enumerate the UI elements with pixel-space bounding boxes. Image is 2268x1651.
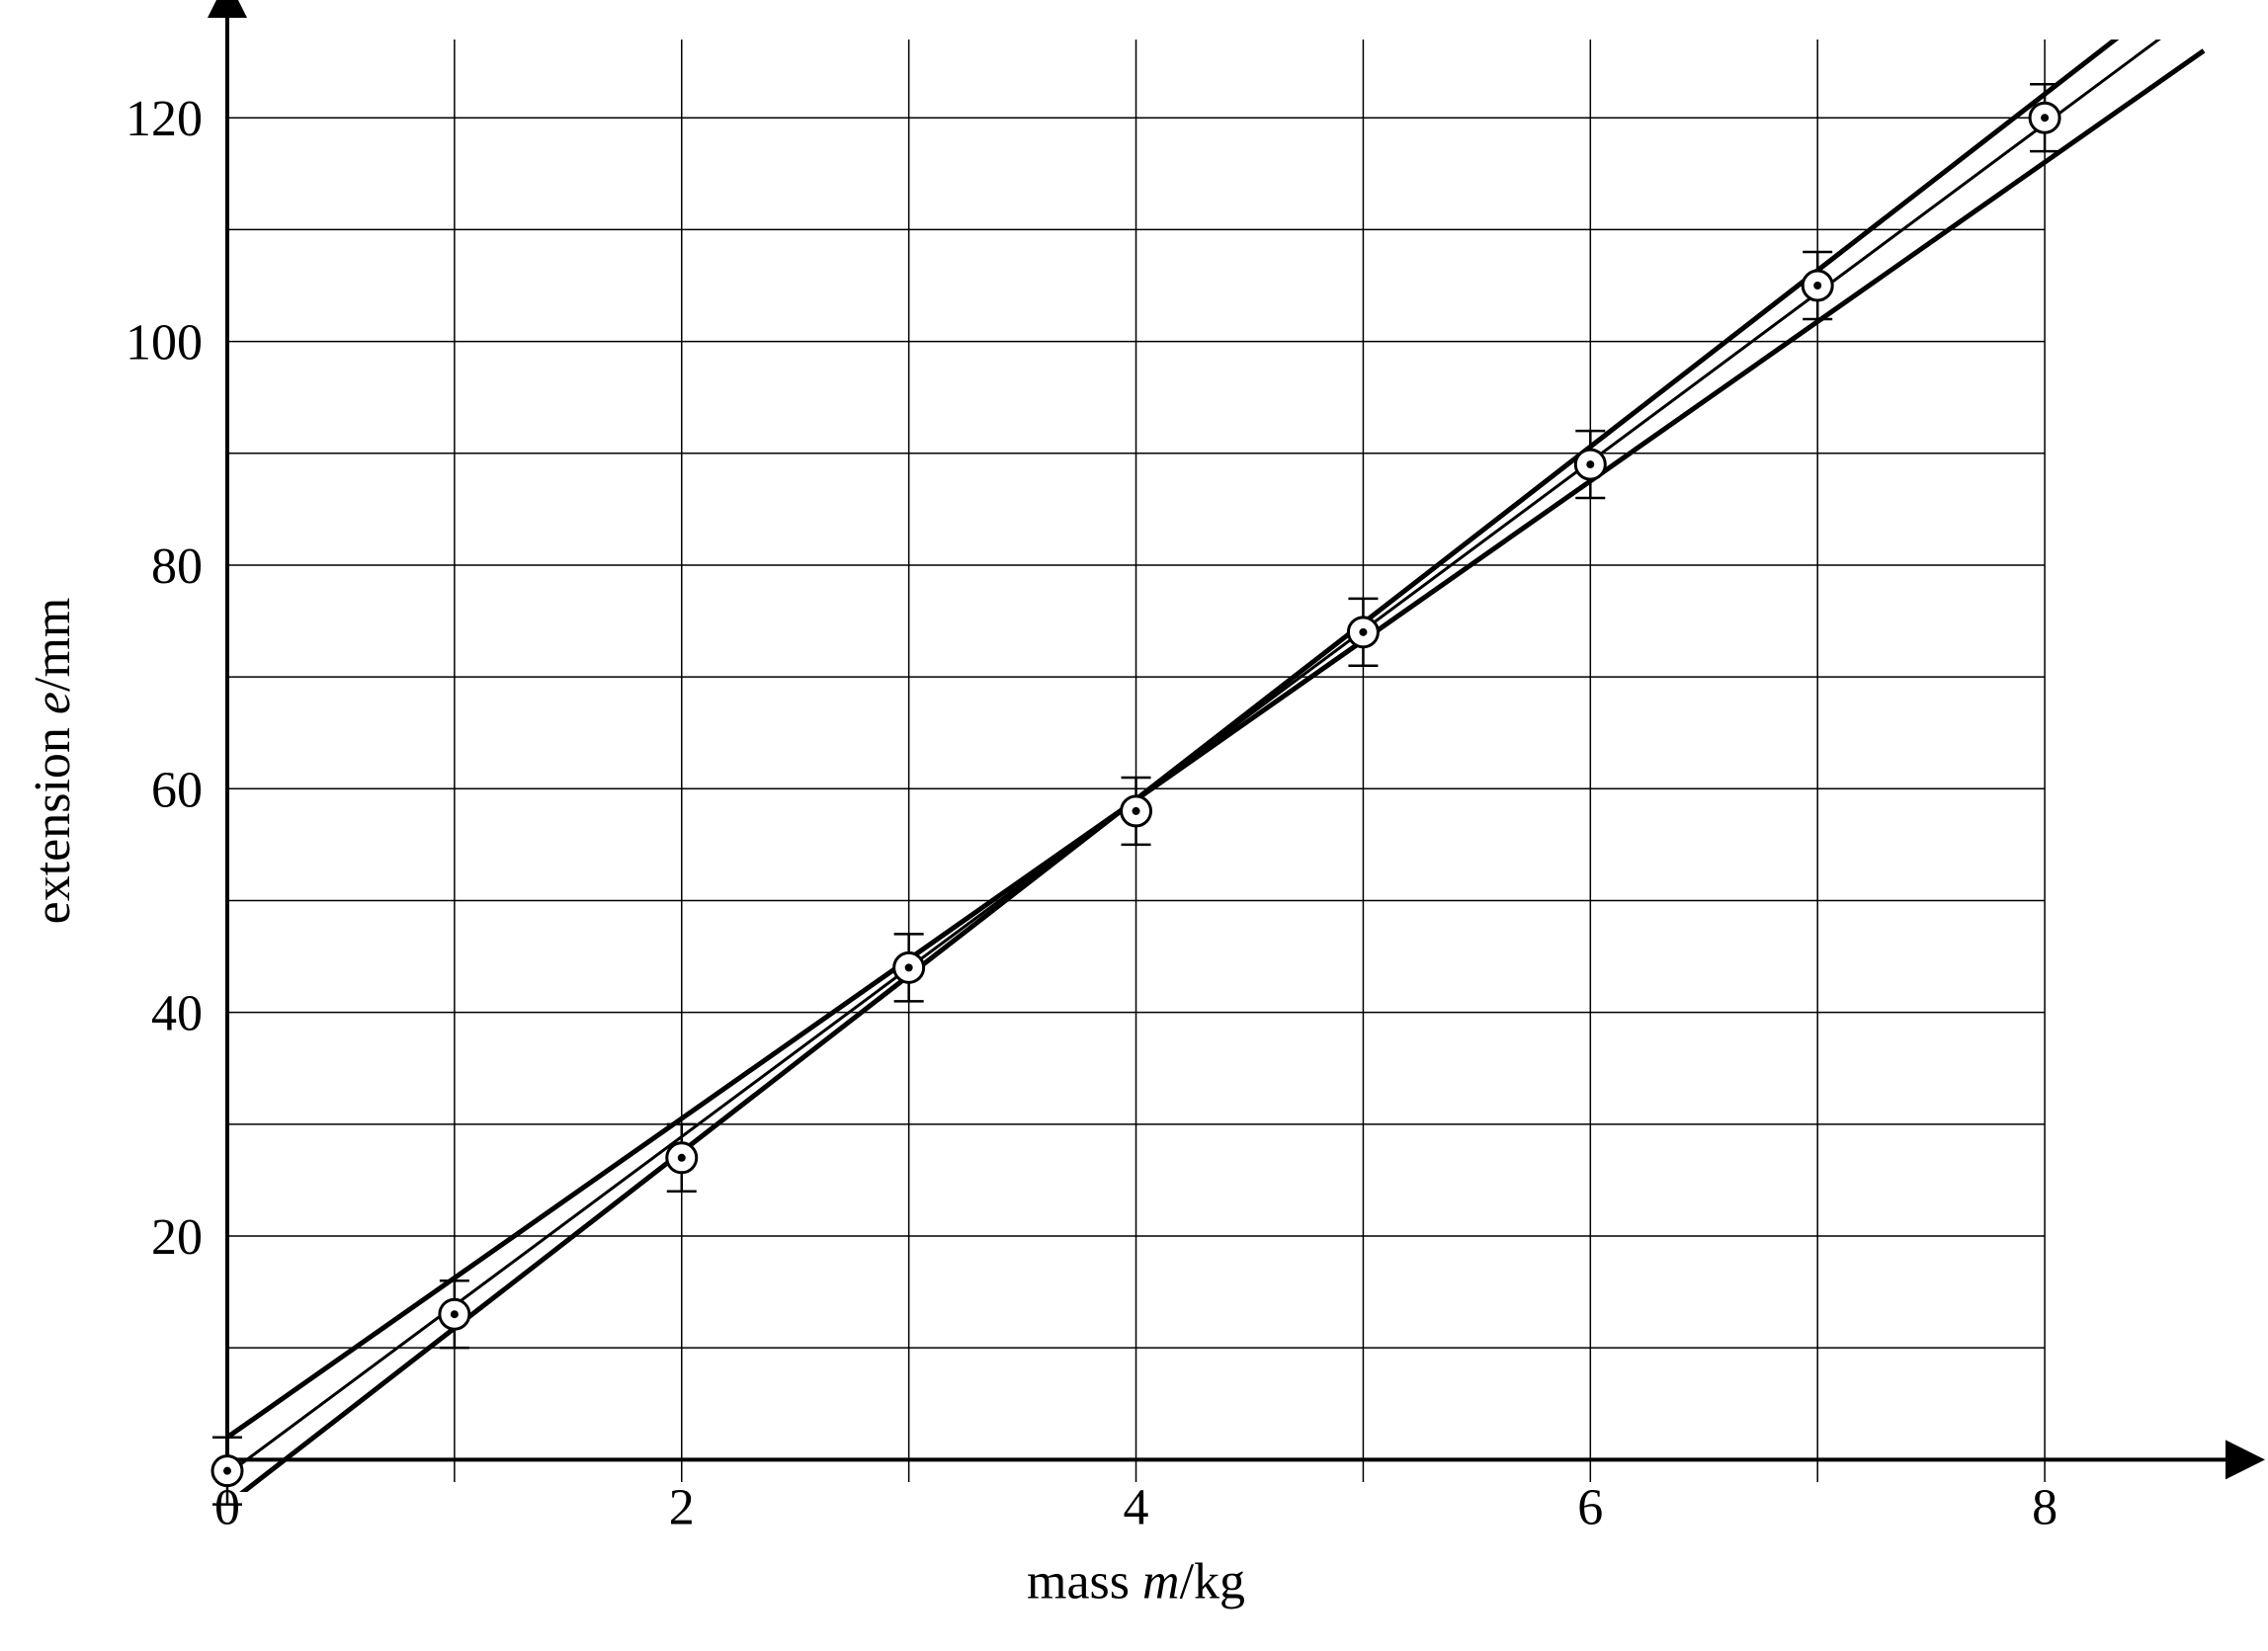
data-point (1348, 599, 1378, 666)
data-point (2030, 84, 2059, 151)
y-tick-label: 80 (151, 538, 203, 595)
data-point (894, 934, 924, 1001)
x-tick-label: 6 (1577, 1479, 1603, 1535)
fit-line-shallow (227, 50, 2204, 1437)
y-tick-label: 100 (126, 315, 203, 371)
grid (227, 40, 2045, 1482)
chart-svg: 0246820406080100120mass m/kgextension e/… (0, 0, 2268, 1651)
y-tick-label: 20 (151, 1209, 203, 1266)
x-tick-label: 4 (1124, 1479, 1149, 1535)
y-tick-label: 120 (126, 91, 203, 147)
data-point (1122, 778, 1151, 845)
x-tick-label: 2 (669, 1479, 695, 1535)
y-tick-label: 40 (151, 986, 203, 1042)
y-tick-label: 60 (151, 762, 203, 818)
data-point (667, 1124, 697, 1192)
x-axis-label: mass m/kg (1027, 1553, 1245, 1610)
axes (227, 10, 2233, 1482)
chart-container: 0246820406080100120mass m/kgextension e/… (0, 0, 2268, 1651)
fit-lines (227, 6, 2204, 1505)
y-axis-label: extension e/mm (25, 598, 81, 925)
x-tick-label: 8 (2032, 1479, 2058, 1535)
fit-line-steep (227, 6, 2158, 1505)
